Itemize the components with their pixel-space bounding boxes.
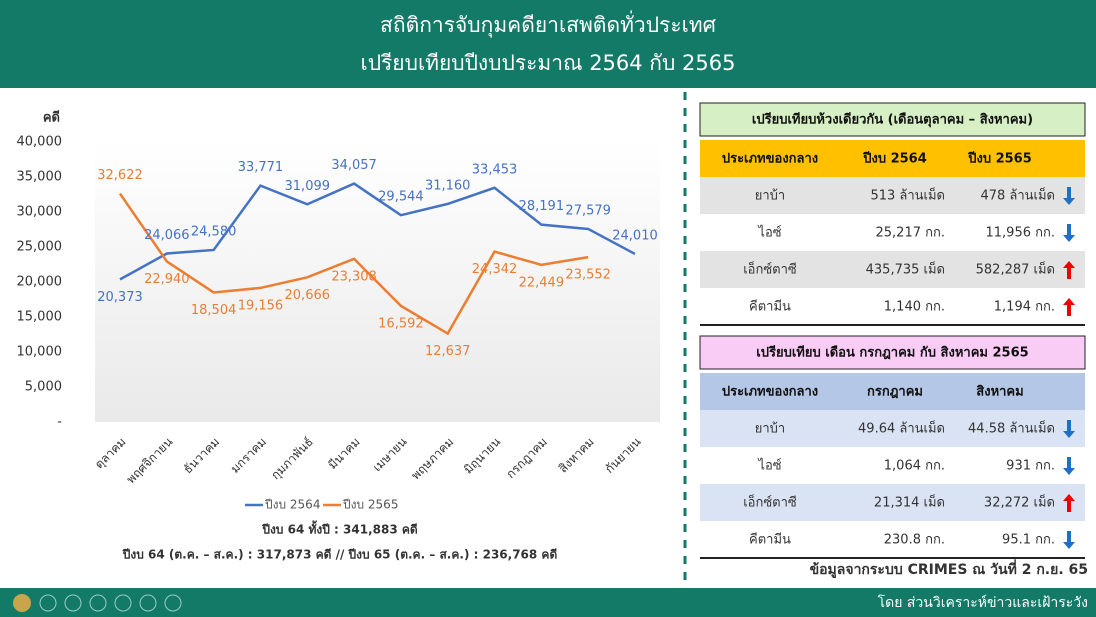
table-row-bg	[700, 288, 1085, 325]
table-cell: 49.64 ล้านเม็ด	[858, 419, 945, 437]
table-cell: ยาบ้า	[755, 189, 785, 204]
data-label: 31,160	[425, 178, 471, 193]
table-header: ประเภทของกลาง	[722, 385, 818, 400]
data-label: 22,940	[144, 272, 190, 287]
table-header: ประเภทของกลาง	[722, 152, 818, 167]
table-cell: 1,064 กก.	[884, 459, 945, 474]
table-row-bg	[700, 521, 1085, 558]
data-label: 23,308	[331, 269, 377, 284]
table-header: ปีงบ 2564	[862, 151, 927, 167]
table-row-bg	[700, 251, 1085, 288]
table-row-bg	[700, 214, 1085, 251]
table-cell: 25,217 กก.	[876, 226, 946, 241]
line-series	[118, 192, 589, 336]
line-series	[119, 182, 636, 281]
data-label: 32,622	[97, 168, 143, 183]
table-cell: 95.1 กก.	[1002, 533, 1055, 548]
note: ปีงบ 64 (ต.ค. – ส.ค.) : 317,873 คดี // ป…	[122, 548, 557, 562]
table-cell: ไอซ์	[757, 225, 781, 241]
table-cell: 1,194 กก.	[994, 300, 1055, 315]
table-cell: 230.8 กก.	[884, 533, 945, 548]
legend-label: ปีงบ 2564	[264, 498, 320, 512]
table-header-bg	[700, 140, 1085, 177]
data-label: 24,580	[191, 224, 237, 239]
table-row-bg	[700, 447, 1085, 484]
data-label: 29,544	[378, 190, 424, 205]
header-bar	[0, 0, 1096, 88]
table-cell: 1,140 กก.	[884, 300, 945, 315]
y-tick-label: 35,000	[17, 170, 63, 185]
y-tick-label: -	[57, 415, 62, 430]
y-axis-label: คดี	[43, 110, 60, 126]
trend-arrow	[1063, 420, 1075, 438]
data-label: 33,771	[238, 160, 284, 175]
source: ข้อมูลจากระบบ CRIMES ณ วันที่ 2 ก.ย. 65	[810, 559, 1088, 578]
data-label: 28,191	[519, 199, 565, 214]
table-cell: 11,956 กก.	[986, 226, 1056, 241]
data-label: 33,453	[472, 162, 518, 177]
footer-bar	[0, 588, 1096, 617]
y-tick-label: 25,000	[17, 240, 63, 255]
title: สถิติการจับกุมคดียาเสพติดทั่วประเทศ	[380, 10, 717, 38]
table-row-bg	[700, 177, 1085, 214]
data-label: 18,504	[191, 303, 237, 318]
subtitle: เปรียบเทียบปีงบประมาณ 2564 กับ 2565	[361, 51, 736, 75]
toolbar	[13, 594, 182, 612]
table-title-bg	[699, 335, 1086, 370]
table-cell: ไอซ์	[757, 458, 781, 474]
table-cell: 32,272 เม็ด	[984, 493, 1055, 511]
trend-arrow	[1063, 494, 1075, 512]
table-cell: 931 กก.	[1006, 459, 1055, 474]
y-tick-label: 10,000	[17, 345, 63, 360]
table-cell: เอ็กซ์ตาซี	[743, 493, 797, 511]
table-row-bg	[700, 410, 1085, 447]
data-label: 34,057	[331, 158, 377, 173]
table-cell: 21,314 เม็ด	[874, 493, 945, 511]
table-cell: 513 ล้านเม็ด	[870, 186, 945, 204]
trend-arrow	[1063, 261, 1075, 279]
data-label: 24,066	[144, 228, 190, 243]
table-cell: คีตามีน	[749, 299, 791, 315]
y-tick-label: 20,000	[17, 275, 63, 290]
data-label: 24,342	[472, 262, 518, 277]
data-label: 23,552	[565, 268, 611, 283]
y-tick-label: 15,000	[17, 310, 63, 325]
table-title: เปรียบเทียบ เดือน กรกฎาคม กับ สิงหาคม 25…	[756, 345, 1028, 361]
note: ปีงบ 64 ทั้งปี : 341,883 คดี	[262, 520, 418, 537]
data-label: 16,592	[378, 316, 424, 331]
table-cell: คีตามีน	[749, 532, 791, 548]
table-header: สิงหาคม	[976, 385, 1023, 400]
table-header: กรกฎาคม	[867, 385, 923, 400]
data-label: 24,010	[612, 228, 658, 243]
table-title-bg	[699, 102, 1086, 137]
data-label: 12,637	[425, 344, 471, 359]
footer-text: โดย ส่วนวิเคราะห์ข่าวและเฝ้าระวัง	[878, 594, 1088, 611]
trend-arrow	[1063, 457, 1075, 475]
legend-label: ปีงบ 2565	[342, 498, 398, 512]
y-tick-label: 30,000	[17, 205, 63, 220]
trend-arrow	[1063, 298, 1075, 316]
data-label: 22,449	[519, 275, 565, 290]
table-cell: ยาบ้า	[755, 422, 785, 437]
table-cell: 435,735 เม็ด	[866, 260, 945, 278]
table-cell: เอ็กซ์ตาซี	[743, 260, 797, 278]
trend-arrow	[1063, 187, 1075, 205]
y-tick-label: 40,000	[17, 135, 63, 150]
table-header-bg	[700, 373, 1085, 410]
table-header: ปีงบ 2565	[967, 151, 1032, 167]
data-label: 20,666	[285, 288, 331, 303]
table-row-bg	[700, 484, 1085, 521]
data-label: 27,579	[565, 203, 611, 218]
data-label: 31,099	[285, 179, 331, 194]
table-cell: 478 ล้านเม็ด	[980, 186, 1055, 204]
data-label: 20,373	[97, 290, 143, 305]
table-title: เปรียบเทียบห้วงเดียวกัน (เดือนตุลาคม – ส…	[752, 112, 1033, 128]
trend-arrow	[1063, 224, 1075, 242]
trend-arrow	[1063, 531, 1075, 549]
data-label: 19,156	[238, 298, 284, 313]
y-tick-label: 5,000	[25, 380, 62, 395]
table-cell: 582,287 เม็ด	[976, 260, 1055, 278]
table-cell: 44.58 ล้านเม็ด	[968, 419, 1055, 437]
